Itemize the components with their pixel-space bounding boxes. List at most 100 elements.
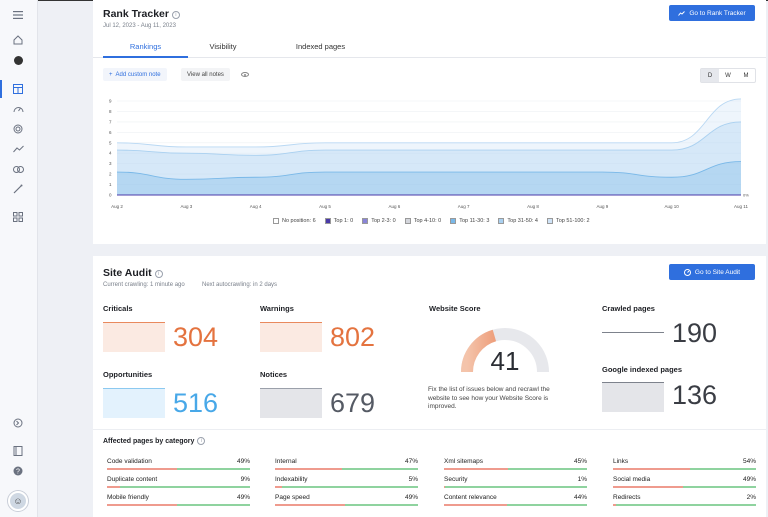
category-row[interactable]: Redirects 2% — [613, 494, 756, 508]
warnings-bar — [260, 322, 322, 352]
legend-item[interactable]: Top 2-3: 0 — [362, 218, 396, 224]
legend-swatch — [546, 218, 553, 224]
category-row[interactable]: Content relevance 44% — [444, 494, 587, 508]
legend-label: Top 31-50: 4 — [507, 218, 538, 224]
tab-rankings[interactable]: Rankings — [129, 42, 162, 51]
info-icon[interactable]: i — [171, 11, 180, 19]
legend-label: Top 4-10: 0 — [413, 218, 442, 224]
category-row[interactable]: Links 54% — [613, 458, 756, 472]
category-row[interactable]: Mobile friendly 49% — [107, 494, 250, 508]
link-icon[interactable] — [9, 160, 27, 178]
category-row[interactable]: Duplicate content 9% — [107, 476, 250, 490]
legend-swatch — [273, 218, 279, 224]
category-label: Redirects — [613, 494, 641, 501]
category-percent: 49% — [742, 476, 756, 483]
category-row[interactable]: Xml sitemaps 45% — [444, 458, 587, 472]
site-audit-title: Site Audit i — [103, 267, 163, 279]
series-area — [117, 98, 741, 195]
notices-label: Notices — [260, 370, 288, 379]
apps-icon[interactable] — [9, 208, 27, 226]
legend-item[interactable]: Top 1: 0 — [324, 218, 354, 224]
period-month[interactable]: M — [743, 72, 749, 79]
category-percent: 47% — [404, 458, 418, 465]
y-tick-label: 9 — [109, 99, 112, 104]
profile-icon[interactable] — [9, 51, 27, 69]
info-icon[interactable]: i — [154, 270, 163, 278]
site-audit-card: Site Audit i Current crawling: 1 minute a… — [93, 256, 766, 517]
view-all-notes-button[interactable]: View all notes — [181, 68, 230, 81]
category-progress — [613, 504, 756, 506]
category-row[interactable]: Internal 47% — [275, 458, 418, 472]
svg-text:?: ? — [16, 469, 20, 476]
criticals-value[interactable]: 304 — [173, 322, 219, 352]
x-tick-label: Aug 10 — [665, 204, 680, 209]
trend-icon[interactable] — [9, 140, 27, 158]
period-week[interactable]: W — [725, 72, 731, 79]
add-custom-note-button[interactable]: + Add custom note — [103, 68, 167, 81]
menu-icon[interactable] — [9, 6, 27, 24]
x-tick-label: Aug 8 — [527, 204, 539, 209]
opportunities-label: Opportunities — [103, 370, 153, 379]
category-row[interactable]: Code validation 49% — [107, 458, 250, 472]
x-tick-label: Aug 11 — [734, 204, 748, 209]
warnings-value[interactable]: 802 — [330, 322, 376, 352]
book-icon[interactable] — [9, 442, 27, 460]
google-indexed-value[interactable]: 136 — [672, 380, 718, 410]
magic-icon[interactable] — [9, 180, 27, 198]
user-avatar[interactable]: ☺ — [8, 491, 28, 511]
info-icon[interactable]: i — [197, 437, 206, 445]
category-percent: 5% — [408, 476, 418, 483]
tab-indexed-pages[interactable]: Indexed pages — [295, 42, 346, 51]
opportunities-value[interactable]: 516 — [173, 388, 219, 418]
category-progress — [444, 486, 587, 488]
dashboard-icon[interactable] — [0, 80, 27, 98]
crawled-pages-value[interactable]: 190 — [672, 318, 718, 348]
series-line — [116, 121, 742, 156]
notices-value[interactable]: 679 — [330, 388, 376, 418]
legend-item[interactable]: Top 51-100: 2 — [546, 218, 590, 224]
category-label: Page speed — [275, 494, 310, 501]
category-progress-fill — [107, 468, 178, 470]
series-line — [116, 161, 742, 180]
affected-pages-title: Affected pages by category i — [103, 437, 206, 445]
website-score-hint: Fix the list of issues below and recrawl… — [428, 386, 550, 410]
y-tick-label: 2 — [109, 172, 112, 177]
legend-swatch — [404, 218, 411, 224]
category-progress-fill — [613, 504, 616, 506]
target-icon[interactable] — [9, 120, 27, 138]
legend-item[interactable]: No position: 6 — [273, 218, 316, 224]
legend-label: Top 1: 0 — [333, 218, 354, 224]
category-row[interactable]: Social media 49% — [613, 476, 756, 490]
legend-label: Top 11-30: 3 — [459, 218, 490, 224]
legend-item[interactable]: Top 11-30: 3 — [450, 218, 489, 224]
x-tick-label: Aug 7 — [458, 204, 470, 209]
zero-percent-label: 0% — [743, 193, 749, 198]
legend-swatch — [362, 218, 369, 224]
crawling-status: Current crawling: 1 minute ago — [103, 282, 185, 288]
category-row[interactable]: Page speed 49% — [275, 494, 418, 508]
legend-item[interactable]: Top 4-10: 0 — [404, 218, 442, 224]
category-progress-fill — [275, 486, 283, 488]
plus-icon: + — [109, 71, 113, 78]
category-row[interactable]: Indexability 5% — [275, 476, 418, 490]
home-icon[interactable] — [9, 31, 27, 49]
category-label: Content relevance — [444, 494, 497, 501]
help-icon[interactable]: ? — [9, 462, 27, 480]
y-tick-label: 4 — [109, 151, 112, 156]
eye-icon[interactable] — [241, 72, 249, 77]
gauge-fill — [461, 329, 497, 373]
legend-item[interactable]: Top 31-50: 4 — [498, 218, 538, 224]
tab-visibility[interactable]: Visibility — [209, 42, 237, 51]
go-to-site-audit-button[interactable]: Go to Site Audit — [669, 264, 755, 280]
category-row[interactable]: Security 1% — [444, 476, 587, 490]
arrow-circle-icon[interactable] — [9, 414, 27, 432]
speed-icon[interactable] — [9, 100, 27, 118]
active-tab-indicator — [103, 56, 188, 58]
go-to-rank-tracker-button[interactable]: Go to Rank Tracker — [669, 5, 755, 21]
category-progress-fill — [107, 504, 178, 506]
divider — [93, 429, 766, 430]
rank-tracker-title: Rank Tracker i — [103, 8, 180, 20]
period-day[interactable]: D — [701, 69, 719, 82]
y-tick-label: 6 — [109, 130, 112, 135]
category-label: Internal — [275, 458, 297, 465]
